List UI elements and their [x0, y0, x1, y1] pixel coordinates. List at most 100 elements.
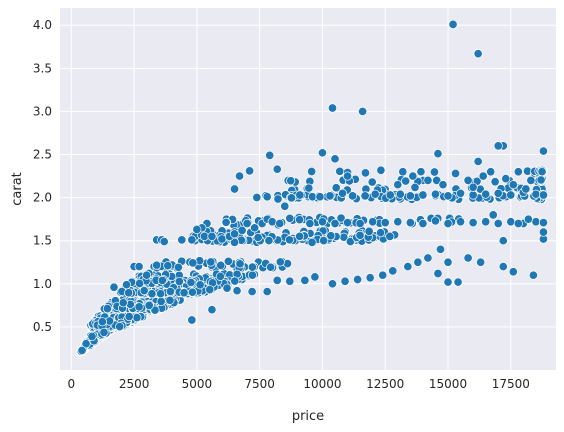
data-point	[317, 217, 327, 227]
x-tick-label: 17500	[492, 377, 530, 391]
data-point	[265, 150, 275, 160]
data-point	[478, 171, 488, 181]
data-point	[215, 271, 225, 281]
data-point	[453, 277, 463, 287]
data-point	[205, 285, 215, 295]
data-point	[408, 171, 418, 181]
data-point	[405, 218, 415, 228]
data-point	[135, 278, 145, 289]
data-point	[327, 103, 338, 113]
data-point	[342, 171, 353, 181]
data-point	[266, 262, 276, 272]
data-point	[531, 189, 541, 199]
scatter-points	[75, 19, 548, 357]
data-point	[443, 191, 453, 201]
data-point	[235, 259, 245, 269]
data-point	[468, 190, 478, 200]
data-point	[435, 244, 446, 254]
data-point	[237, 225, 247, 235]
data-point	[262, 287, 272, 297]
data-point	[508, 180, 518, 190]
data-point	[331, 183, 341, 193]
data-point	[385, 190, 395, 200]
data-point	[393, 180, 403, 190]
data-point	[360, 168, 371, 178]
data-point	[423, 175, 433, 185]
data-point	[295, 190, 305, 200]
data-point	[207, 305, 217, 315]
data-point	[192, 224, 202, 235]
data-point	[416, 167, 426, 177]
data-point	[229, 229, 240, 239]
data-point	[118, 298, 128, 308]
data-point	[443, 218, 453, 229]
data-point	[188, 258, 198, 268]
data-point	[165, 295, 175, 305]
data-point	[156, 289, 166, 299]
data-point	[252, 192, 262, 203]
data-point	[433, 268, 443, 279]
data-point	[272, 164, 282, 174]
data-point	[463, 175, 473, 185]
data-point	[109, 282, 119, 292]
data-point	[536, 175, 546, 185]
data-point	[285, 213, 295, 223]
y-tick-label: 3.5	[33, 61, 52, 75]
data-point	[206, 257, 216, 267]
data-point	[275, 218, 285, 229]
data-point	[77, 345, 87, 355]
data-point	[262, 192, 272, 202]
data-point	[264, 236, 274, 246]
data-point	[364, 226, 374, 236]
data-point	[284, 235, 295, 245]
data-point	[501, 174, 511, 184]
data-point	[81, 339, 91, 349]
data-point	[395, 189, 405, 199]
data-point	[538, 227, 548, 237]
data-point	[157, 275, 167, 285]
data-point	[319, 236, 329, 246]
data-point	[430, 216, 440, 226]
y-tick-label: 2.0	[33, 191, 52, 205]
data-point	[429, 167, 440, 177]
data-point	[207, 231, 217, 241]
data-point	[380, 218, 390, 228]
x-tick-label: 7500	[244, 377, 275, 391]
data-point	[221, 217, 231, 227]
data-point	[223, 256, 233, 266]
data-point	[173, 262, 183, 272]
data-point	[531, 217, 541, 227]
data-point	[144, 300, 154, 310]
data-point	[538, 146, 548, 156]
data-point	[353, 274, 363, 285]
x-tick-label: 5000	[182, 377, 213, 391]
data-point	[330, 218, 340, 229]
data-point	[272, 275, 282, 285]
data-point	[253, 232, 263, 242]
data-point	[124, 288, 134, 298]
data-point	[280, 201, 290, 211]
data-point	[526, 175, 536, 185]
data-point	[481, 217, 491, 227]
data-point	[327, 279, 338, 289]
y-tick-label: 2.5	[33, 148, 52, 162]
data-point	[443, 257, 453, 267]
data-point	[368, 217, 378, 227]
data-point	[418, 190, 428, 200]
data-point	[398, 167, 408, 177]
data-point	[450, 168, 461, 179]
data-point	[177, 235, 187, 245]
x-tick-label: 10000	[303, 377, 341, 391]
data-point	[355, 230, 365, 240]
data-point	[174, 276, 184, 287]
y-tick-label: 3.0	[33, 104, 52, 118]
data-point	[186, 277, 196, 287]
data-point	[488, 210, 498, 220]
data-point	[250, 223, 260, 233]
data-point	[348, 191, 358, 201]
data-point	[493, 188, 503, 198]
data-point	[423, 253, 433, 263]
data-point	[506, 190, 516, 200]
data-point	[367, 177, 377, 187]
